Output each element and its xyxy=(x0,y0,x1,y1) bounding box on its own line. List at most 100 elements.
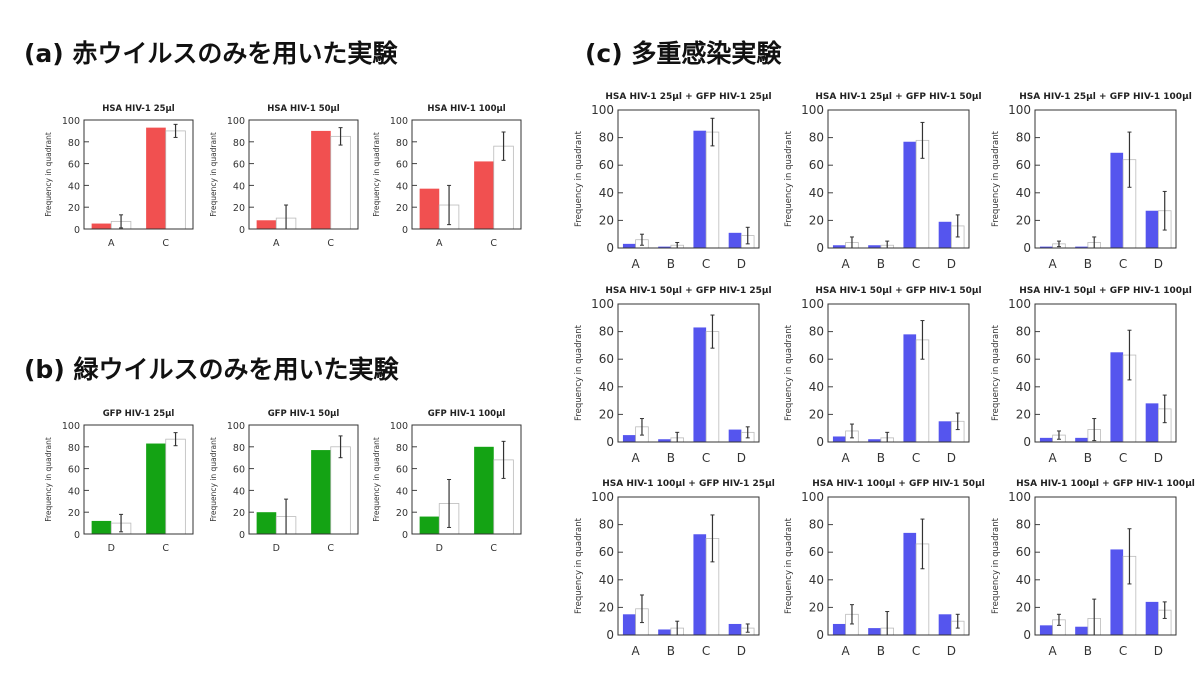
bar-colored xyxy=(658,439,671,442)
y-tick-label: 80 xyxy=(809,325,824,339)
y-tick-label: 20 xyxy=(809,600,824,614)
y-tick-label: 60 xyxy=(1016,545,1031,559)
plot-frame xyxy=(617,303,760,443)
y-tick-label: 40 xyxy=(396,181,408,192)
bar-colored xyxy=(868,628,881,635)
plot-frame xyxy=(617,496,760,636)
x-tick-label: D xyxy=(947,451,956,465)
y-tick-label: 0 xyxy=(606,241,614,255)
bar-colored xyxy=(622,243,636,248)
y-tick-label: 80 xyxy=(809,518,824,532)
y-tick-label: 80 xyxy=(599,131,614,145)
x-tick-label: C xyxy=(702,257,710,271)
chart-c11: HSA HIV-1 25μl + GFP HIV-1 25μl Frequency… xyxy=(574,92,772,271)
y-tick-label: 40 xyxy=(809,186,824,200)
chart-title: HSA HIV-1 100μl + GFP HIV-1 25μl xyxy=(602,479,775,489)
plot-frame xyxy=(83,424,194,535)
bar-colored xyxy=(728,623,742,635)
x-tick-label: D xyxy=(1154,644,1163,658)
bar-colored xyxy=(1075,246,1088,248)
x-tick-label: D xyxy=(947,644,956,658)
x-tick-label: A xyxy=(632,257,641,271)
y-tick-label: 60 xyxy=(1016,352,1031,366)
y-tick-label: 60 xyxy=(396,465,408,476)
chart-title: GFP HIV-1 100μl xyxy=(428,409,506,419)
y-tick-label: 20 xyxy=(809,213,824,227)
chart-a1: HSA HIV-1 25μl Frequency in quadrant 0 20 40… xyxy=(44,104,194,249)
bar-colored xyxy=(658,246,671,248)
plot-frame xyxy=(1034,303,1177,443)
y-tick-label: 0 xyxy=(402,530,408,541)
y-tick-label: 80 xyxy=(396,138,408,149)
y-axis-label: Frequency in quadrant xyxy=(209,437,218,522)
bar-colored xyxy=(903,532,917,635)
bar-colored xyxy=(832,436,846,442)
x-tick-label: A xyxy=(842,451,851,465)
bar-colored xyxy=(256,220,277,229)
y-tick-label: 80 xyxy=(599,325,614,339)
y-tick-label: 0 xyxy=(239,225,245,236)
x-tick-label: B xyxy=(1084,644,1092,658)
x-tick-label: C xyxy=(912,451,920,465)
chart-title: GFP HIV-1 50μl xyxy=(268,409,340,419)
bar-colored xyxy=(474,446,494,534)
bar-colored xyxy=(622,614,636,635)
y-tick-label: 40 xyxy=(233,486,245,497)
x-tick-label: D xyxy=(737,451,746,465)
y-tick-label: 20 xyxy=(599,407,614,421)
chart-title: GFP HIV-1 25μl xyxy=(103,409,175,419)
y-axis-label: Frequency in quadrant xyxy=(784,517,794,614)
bar-colored xyxy=(1110,152,1124,248)
chart-title: HSA HIV-1 50μl + GFP HIV-1 100μl xyxy=(1019,286,1192,296)
section-c-heading: (c) 多重感染実験 xyxy=(585,39,782,68)
y-tick-label: 80 xyxy=(233,138,245,149)
x-tick-label: D xyxy=(1154,257,1163,271)
y-tick-label: 80 xyxy=(1016,518,1031,532)
chart-title: HSA HIV-1 25μl xyxy=(102,104,174,114)
y-tick-label: 20 xyxy=(68,203,80,214)
y-tick-label: 60 xyxy=(809,352,824,366)
bar-colored xyxy=(938,221,952,248)
y-tick-label: 60 xyxy=(68,160,80,171)
bar-colored xyxy=(938,421,952,442)
bar-colored xyxy=(474,161,494,229)
y-tick-label: 40 xyxy=(809,573,824,587)
y-tick-label: 0 xyxy=(239,530,245,541)
bar-colored xyxy=(832,623,846,635)
y-tick-label: 60 xyxy=(68,465,80,476)
x-tick-label: A xyxy=(632,451,641,465)
y-axis-label: Frequency in quadrant xyxy=(991,130,1001,227)
chart-a3: HSA HIV-1 100μl Frequency in quadrant 0 20 4… xyxy=(372,104,522,249)
y-axis-label: Frequency in quadrant xyxy=(44,132,53,217)
section-a-heading: (a) 赤ウイルスのみを用いた実験 xyxy=(24,39,398,68)
x-tick-label: C xyxy=(1119,644,1127,658)
chart-title: HSA HIV-1 50μl + GFP HIV-1 25μl xyxy=(605,286,771,296)
bar-colored xyxy=(146,127,166,229)
x-tick-label: C xyxy=(912,644,920,658)
y-tick-label: 0 xyxy=(1023,628,1031,642)
bar-colored xyxy=(1075,626,1088,635)
y-tick-label: 40 xyxy=(599,380,614,394)
x-tick-label: B xyxy=(877,644,885,658)
y-tick-label: 20 xyxy=(599,213,614,227)
chart-c12: HSA HIV-1 25μl + GFP HIV-1 50μl Frequency… xyxy=(784,92,982,271)
y-tick-label: 40 xyxy=(1016,573,1031,587)
y-axis-label: Frequency in quadrant xyxy=(991,324,1001,421)
y-tick-label: 80 xyxy=(1016,325,1031,339)
x-tick-label: A xyxy=(842,257,851,271)
plot-frame xyxy=(248,424,359,535)
y-axis-label: Frequency in quadrant xyxy=(209,132,218,217)
y-tick-label: 40 xyxy=(233,181,245,192)
bar-colored xyxy=(903,141,917,248)
x-tick-label: C xyxy=(162,543,169,554)
plot-frame xyxy=(1034,496,1177,636)
bar-colored xyxy=(1110,352,1124,442)
bar-colored xyxy=(693,130,707,248)
chart-c32: HSA HIV-1 100μl + GFP HIV-1 50μl Frequenc… xyxy=(784,479,985,658)
y-tick-label: 80 xyxy=(599,518,614,532)
x-tick-label: C xyxy=(162,238,169,249)
plot-frame xyxy=(248,119,359,230)
bar-colored xyxy=(622,435,636,442)
bar-colored xyxy=(1039,625,1053,635)
bar-colored xyxy=(91,520,112,534)
